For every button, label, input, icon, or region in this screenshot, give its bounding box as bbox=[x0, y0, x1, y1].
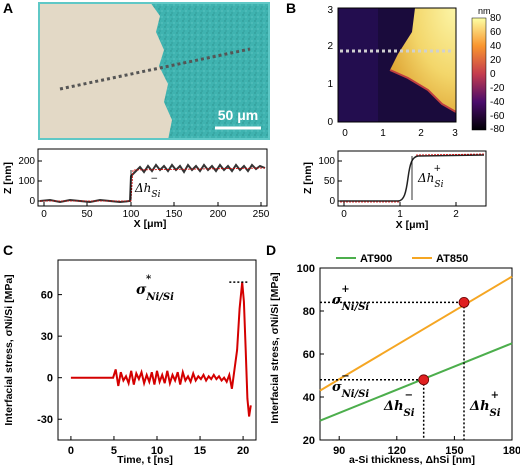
b-ytick-50: 50 bbox=[324, 176, 336, 187]
b-map-xtick-2: 2 bbox=[418, 128, 424, 139]
b-ytick-0: 0 bbox=[329, 196, 335, 207]
b-ytick-100: 100 bbox=[318, 156, 335, 167]
scale-bar-label: 50 μm bbox=[218, 107, 258, 123]
a-xtick-100: 100 bbox=[123, 209, 140, 220]
b-annotation: ΔhSi+ bbox=[417, 164, 444, 190]
panel-a-profile: 0 100 200 Z [nm] 0 50 100 150 200 250 X … bbox=[2, 148, 270, 230]
panel-a-label: A bbox=[3, 0, 14, 16]
y-tick-label: 80 bbox=[303, 306, 315, 318]
c-xlabel: Time, t [ns] bbox=[117, 454, 173, 466]
colorbar-unit: nm bbox=[478, 6, 491, 16]
plot-frame bbox=[57, 259, 257, 441]
cbar-tick-m60: -60 bbox=[490, 111, 505, 122]
x-tick-label: 90 bbox=[333, 445, 345, 457]
d-dh-plus: ΔhSi+ bbox=[469, 390, 501, 419]
cbar-tick-m40: -40 bbox=[490, 97, 505, 108]
panel-a-micrograph: 50 μm bbox=[38, 2, 270, 140]
panel-b-label: B bbox=[286, 0, 297, 16]
y-tick-label: -30 bbox=[37, 414, 53, 426]
b-xtick-2: 2 bbox=[453, 209, 459, 220]
a-ytick-100: 100 bbox=[18, 176, 35, 187]
b-xtick-0: 0 bbox=[341, 209, 347, 220]
legend-at850: AT850 bbox=[436, 253, 468, 265]
a-ytick-200: 200 bbox=[18, 156, 35, 167]
y-tick-label: 60 bbox=[41, 290, 53, 302]
y-tick-label: 20 bbox=[303, 435, 315, 447]
d-dh-minus: ΔhSi− bbox=[383, 390, 415, 419]
b-map-xtick-0: 0 bbox=[342, 128, 348, 139]
a-ylabel: Z [nm] bbox=[2, 162, 14, 194]
b-map-ytick-1: 1 bbox=[327, 79, 333, 90]
panel-b-profile: 0 50 100 Z [nm] 0 1 2 X [μm] ΔhSi+ bbox=[302, 150, 487, 231]
cbar-tick-m20: -20 bbox=[490, 83, 505, 94]
series-line-1 bbox=[319, 275, 513, 392]
a-xtick-50: 50 bbox=[81, 209, 93, 220]
d-sigma-minus: σNi/Si− bbox=[332, 371, 369, 400]
b-xlabel: X [μm] bbox=[396, 219, 429, 231]
b-map-xtick-3: 3 bbox=[452, 128, 458, 139]
b-xtick-1: 1 bbox=[397, 209, 403, 220]
a-annotation: ΔhSi− bbox=[134, 174, 161, 200]
y-tick-label: 0 bbox=[47, 373, 53, 385]
panel-b-afm-map: 0 1 2 3 0 1 2 3 nm 80 60 40 20 0 -20 -40… bbox=[327, 5, 505, 139]
b-profile-trace bbox=[340, 154, 485, 202]
panel-c-label: C bbox=[3, 242, 14, 258]
y-tick-label: 60 bbox=[303, 349, 315, 361]
cbar-tick-m80: -80 bbox=[490, 124, 505, 135]
y-tick-label: 40 bbox=[303, 392, 315, 404]
cbar-tick-60: 60 bbox=[490, 27, 502, 38]
y-tick-label: 30 bbox=[41, 331, 53, 343]
a-profile-trace bbox=[39, 163, 266, 204]
data-marker-1 bbox=[458, 297, 470, 308]
x-tick-label: 180 bbox=[503, 445, 520, 457]
series-line-0 bbox=[319, 342, 513, 422]
cbar-tick-40: 40 bbox=[490, 41, 502, 52]
y-tick-label: 100 bbox=[297, 263, 315, 275]
x-tick-label: 5 bbox=[111, 445, 117, 457]
a-xlabel: X [μm] bbox=[134, 218, 167, 230]
cbar-tick-0: 0 bbox=[490, 69, 496, 80]
a-xtick-200: 200 bbox=[210, 209, 227, 220]
panel-c-chart: 0 5 10 15 20 -30 0 30 60 Interfacial stress, σNi… bbox=[3, 259, 257, 466]
a-xtick-0: 0 bbox=[41, 209, 47, 220]
cbar-tick-80: 80 bbox=[490, 13, 502, 24]
x-tick-label: 120 bbox=[388, 445, 406, 457]
x-tick-label: 150 bbox=[445, 445, 463, 457]
x-tick-label: 10 bbox=[151, 445, 163, 457]
d-ylabel: Interfacial stress, σNi/Si [MPa] bbox=[269, 272, 281, 423]
a-ytick-0: 0 bbox=[29, 196, 35, 207]
b-ylabel: Z [nm] bbox=[302, 162, 314, 194]
c-ylabel: Interfacial stress, σNi/Si [MPa] bbox=[3, 274, 15, 425]
a-xtick-250: 250 bbox=[253, 209, 270, 220]
b-map-ytick-0: 0 bbox=[327, 117, 333, 128]
series-line-0 bbox=[70, 282, 252, 417]
x-tick-label: 15 bbox=[194, 445, 206, 457]
b-map-ytick-3: 3 bbox=[327, 5, 333, 16]
d-sigma-plus: σNi/Si+ bbox=[332, 284, 369, 313]
x-tick-label: 0 bbox=[68, 445, 74, 457]
legend-at900: AT900 bbox=[360, 253, 392, 265]
data-marker-0 bbox=[418, 374, 430, 386]
b-map-xtick-1: 1 bbox=[380, 128, 386, 139]
colorbar bbox=[471, 17, 487, 131]
d-xlabel: a-Si thickness, ΔhSi [nm] bbox=[349, 454, 475, 466]
panel-d-label: D bbox=[266, 242, 277, 258]
x-tick-label: 20 bbox=[237, 445, 249, 457]
panel-d-chart: 90 120 150 180 20 40 60 80 100 Interfacial stres… bbox=[269, 253, 520, 466]
c-annotation: σNi/Si* bbox=[136, 274, 174, 303]
b-map-ytick-2: 2 bbox=[327, 41, 333, 52]
a-xtick-150: 150 bbox=[166, 209, 183, 220]
cbar-tick-20: 20 bbox=[490, 55, 502, 66]
